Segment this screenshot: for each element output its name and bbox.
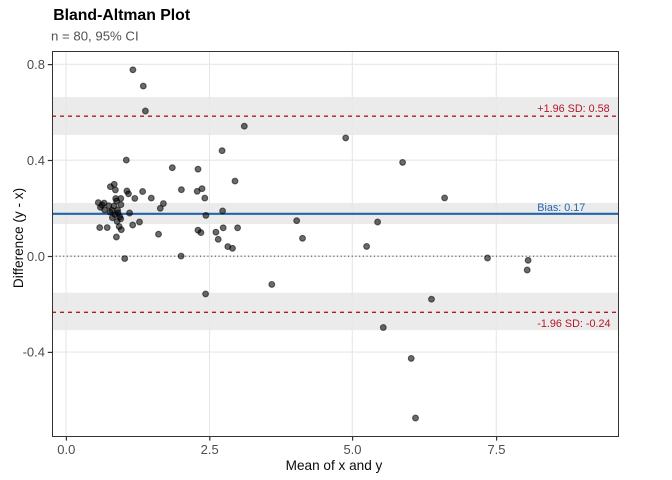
- svg-text:-1.96 SD: -0.24: -1.96 SD: -0.24: [537, 318, 610, 330]
- svg-text:2.5: 2.5: [201, 442, 219, 457]
- svg-text:0.0: 0.0: [57, 442, 75, 457]
- svg-text:0.4: 0.4: [27, 153, 45, 168]
- svg-text:0.8: 0.8: [27, 57, 45, 72]
- svg-text:+1.96 SD: 0.58: +1.96 SD: 0.58: [537, 103, 609, 115]
- svg-text:0.0: 0.0: [27, 249, 45, 264]
- svg-text:n = 80, 95% CI: n = 80, 95% CI: [51, 28, 139, 43]
- svg-text:7.5: 7.5: [487, 442, 505, 457]
- svg-text:Bias: 0.17: Bias: 0.17: [537, 202, 585, 214]
- svg-text:Difference (y - x): Difference (y - x): [11, 188, 26, 288]
- svg-text:5.0: 5.0: [343, 442, 361, 457]
- svg-text:Bland-Altman Plot: Bland-Altman Plot: [53, 7, 191, 24]
- svg-text:Mean of x and y: Mean of x and y: [286, 458, 383, 473]
- svg-text:-0.4: -0.4: [23, 345, 45, 360]
